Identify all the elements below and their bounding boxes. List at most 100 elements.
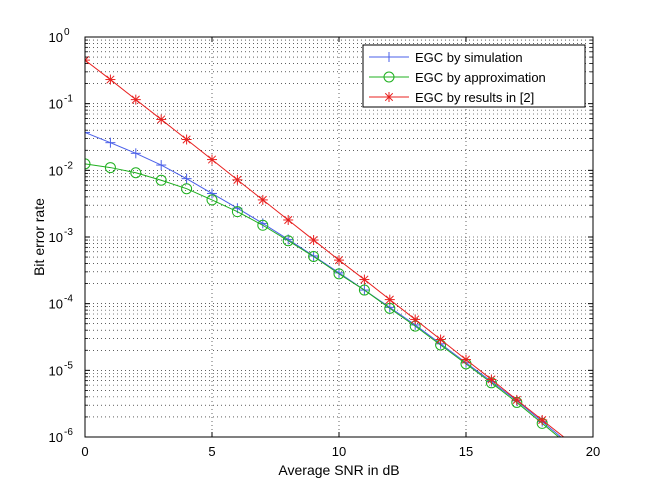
asterisk-marker	[257, 194, 268, 205]
circle-marker	[333, 268, 345, 280]
x-tick-label: 20	[586, 444, 600, 459]
plus-marker	[85, 127, 90, 138]
legend-entries: EGC by simulation EGC by approximation EGC…	[369, 50, 546, 105]
asterisk-marker-d2	[182, 135, 191, 144]
asterisk-marker-d2	[207, 155, 217, 164]
series-layer	[85, 55, 565, 437]
asterisk-marker	[85, 55, 90, 66]
asterisk-marker	[486, 374, 497, 385]
circle-marker	[257, 219, 269, 231]
legend-label: EGC by simulation	[415, 50, 523, 65]
asterisk-marker	[181, 134, 192, 145]
asterisk-marker-d2	[106, 75, 115, 84]
asterisk-marker-d2	[461, 355, 471, 364]
plus-marker	[334, 267, 344, 278]
y-tick-label-exponent: -6	[64, 427, 73, 438]
asterisk-marker-d2	[385, 295, 394, 304]
y-tick-label-base: 10	[49, 430, 63, 445]
circle-marker	[181, 183, 193, 195]
y-tick-label-exponent: -4	[64, 294, 73, 305]
y-tick-label-exponent: -3	[64, 227, 73, 238]
plus-marker	[156, 160, 167, 171]
x-tick-label: 5	[208, 444, 215, 459]
asterisk-marker	[461, 354, 471, 365]
circle-marker	[155, 174, 167, 186]
asterisk-marker	[384, 92, 394, 102]
series-3	[85, 55, 565, 437]
plus-marker	[384, 52, 394, 62]
y-tick-label-exponent: -2	[64, 160, 73, 171]
circle-marker	[104, 162, 116, 174]
plus-marker	[105, 137, 116, 148]
y-tick-label-exponent: -5	[64, 360, 73, 371]
x-tick-label: 10	[332, 444, 346, 459]
asterisk-marker-d2	[284, 215, 293, 225]
grid	[85, 37, 593, 437]
asterisk-marker-d2	[258, 195, 267, 205]
circle-marker	[206, 194, 218, 206]
series-line	[85, 131, 562, 437]
asterisk-marker-d2	[487, 375, 496, 384]
y-tick-label-base: 10	[49, 230, 63, 245]
asterisk-marker	[283, 214, 294, 225]
asterisk-marker	[359, 274, 370, 285]
asterisk-marker-d2	[309, 235, 318, 245]
asterisk-marker	[156, 114, 167, 125]
asterisk-marker	[334, 255, 344, 266]
asterisk-marker-d2	[85, 56, 90, 61]
legend-entry: EGC by simulation	[369, 50, 523, 65]
asterisk-marker	[130, 94, 141, 105]
plus-marker	[181, 173, 192, 184]
x-tick-labels: 0 5 10 15 20	[81, 444, 600, 459]
asterisk-marker-d2	[411, 315, 420, 324]
legend-label: EGC by approximation	[415, 70, 546, 85]
y-tick-label-base: 10	[49, 30, 63, 45]
asterisk-marker	[435, 334, 446, 345]
y-tick-label-base: 10	[49, 363, 63, 378]
legend-entry: EGC by approximation	[369, 70, 546, 85]
series-line	[85, 59, 565, 437]
x-axis-label: Average SNR in dB	[278, 462, 399, 478]
legend: EGC by simulation EGC by approximation EGC…	[362, 44, 586, 108]
asterisk-marker-d2	[233, 175, 242, 184]
y-tick-label-exponent: 0	[64, 27, 70, 38]
asterisk-marker	[384, 294, 395, 305]
x-tick-label: 0	[81, 444, 88, 459]
asterisk-marker	[537, 414, 548, 425]
ticks	[84, 37, 594, 438]
plus-marker	[130, 148, 141, 159]
asterisk-marker-d2	[512, 395, 521, 405]
circle-marker	[85, 158, 91, 170]
asterisk-marker-d2	[334, 256, 344, 265]
circle-marker	[231, 206, 243, 218]
y-tick-label-base: 10	[49, 163, 63, 178]
plus-marker	[207, 188, 217, 199]
y-axis-label: Bit error rate	[31, 198, 47, 276]
legend-label: EGC by results in [2]	[415, 90, 534, 105]
asterisk-marker-d2	[384, 92, 394, 102]
asterisk-marker	[410, 314, 421, 325]
asterisk-marker-d1	[85, 59, 90, 65]
circle-marker	[308, 250, 320, 262]
y-tick-label-base: 10	[49, 97, 63, 112]
circle-marker	[130, 167, 142, 179]
circle-marker	[358, 284, 370, 296]
asterisk-marker	[207, 154, 217, 165]
legend-entry: EGC by results in [2]	[369, 90, 534, 105]
asterisk-marker	[105, 74, 116, 85]
asterisk-marker-d2	[157, 115, 166, 124]
y-tick-label-exponent: -1	[64, 94, 73, 105]
y-tick-label-base: 10	[49, 297, 63, 312]
asterisk-marker-d2	[538, 415, 547, 425]
circle-marker	[282, 235, 294, 247]
asterisk-marker	[232, 174, 243, 185]
asterisk-marker-d2	[436, 335, 445, 344]
circle-marker	[383, 71, 395, 83]
asterisk-marker	[308, 235, 319, 246]
x-tick-label: 15	[459, 444, 473, 459]
asterisk-marker-d2	[131, 95, 140, 104]
asterisk-marker	[511, 394, 522, 405]
asterisk-marker-d2	[360, 275, 369, 284]
